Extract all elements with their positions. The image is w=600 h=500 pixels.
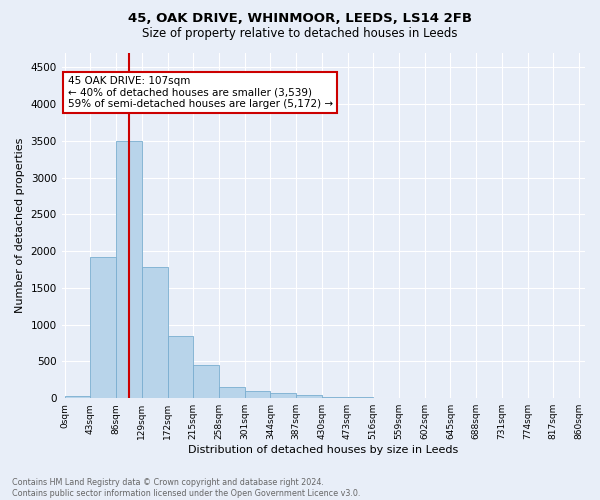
Bar [65,396,91,398]
Bar [271,392,296,398]
Bar [219,387,245,398]
Bar [91,257,116,398]
Bar [142,268,167,398]
X-axis label: Distribution of detached houses by size in Leeds: Distribution of detached houses by size … [188,445,458,455]
Bar [245,391,271,398]
Bar [296,395,322,398]
Y-axis label: Number of detached properties: Number of detached properties [15,138,25,313]
Text: 45 OAK DRIVE: 107sqm
← 40% of detached houses are smaller (3,539)
59% of semi-de: 45 OAK DRIVE: 107sqm ← 40% of detached h… [68,76,333,109]
Bar [167,336,193,398]
Bar [116,141,142,398]
Bar [193,365,219,398]
Bar [322,396,347,398]
Text: 45, OAK DRIVE, WHINMOOR, LEEDS, LS14 2FB: 45, OAK DRIVE, WHINMOOR, LEEDS, LS14 2FB [128,12,472,26]
Text: Size of property relative to detached houses in Leeds: Size of property relative to detached ho… [142,28,458,40]
Text: Contains HM Land Registry data © Crown copyright and database right 2024.
Contai: Contains HM Land Registry data © Crown c… [12,478,361,498]
